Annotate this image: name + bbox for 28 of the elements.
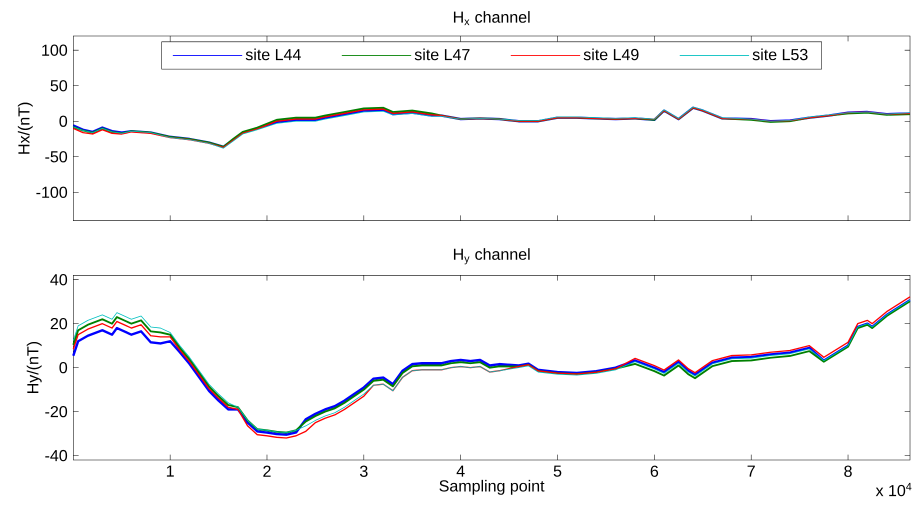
y-tick-label: -50 — [45, 151, 68, 162]
legend-label: site L49 — [584, 48, 639, 60]
y-axis-title: Hy/(nT) — [26, 342, 42, 393]
legend-label: site L44 — [246, 48, 301, 60]
y-tick-label: -20 — [45, 406, 68, 418]
y-tick-label: -40 — [45, 450, 68, 462]
text: x 10$^{4}$ — [876, 482, 912, 496]
chart-title: H$_{y}$ channel — [454, 248, 530, 264]
y-tick-label: 0 — [59, 362, 68, 374]
y-tick-label: 20 — [50, 318, 68, 330]
chart-title: H$_{x}$ channel — [454, 11, 530, 26]
x-tick-label: 6 — [650, 466, 658, 477]
y-tick-label: 100 — [42, 44, 68, 56]
x-tick-label: 5 — [554, 466, 562, 477]
x-tick-label: 7 — [748, 466, 755, 477]
x-tick-label: 8 — [844, 466, 852, 477]
y-tick-label: -100 — [36, 186, 68, 198]
y-axis-title: Hx/(nT) — [18, 102, 33, 154]
x-tick-label: 2 — [263, 466, 271, 477]
legend-label: site L47 — [414, 48, 470, 60]
y-tick-label: 50 — [50, 80, 68, 92]
x-tick-label: 3 — [360, 466, 368, 477]
x-axis-title: Sampling point — [439, 480, 544, 495]
x-tick-label: 4 — [456, 466, 465, 477]
y-tick-label: 0 — [59, 116, 68, 127]
y-tick-label: 40 — [50, 274, 68, 286]
x-tick-label: 1 — [166, 466, 174, 477]
legend-label: site L53 — [752, 48, 808, 60]
